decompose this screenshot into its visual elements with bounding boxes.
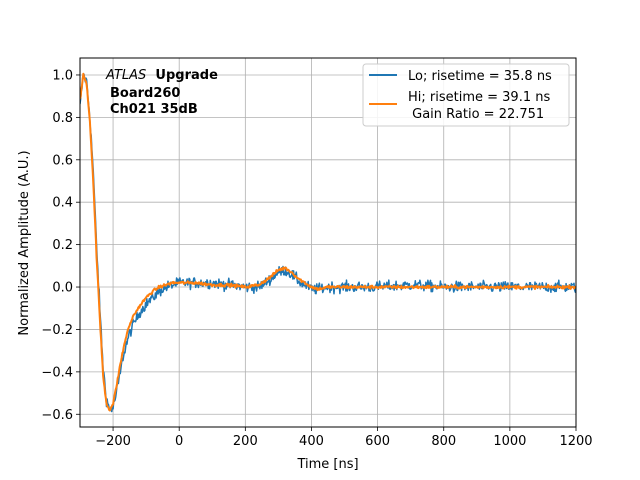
x-tick-label: 0: [175, 434, 183, 449]
y-tick-label: 0.4: [52, 196, 73, 211]
x-tick-label: 400: [299, 434, 324, 449]
ticks: −200 0 200 400 600 800 1000 1200 −0.6 −0.4 −0.2 0.0…: [41, 68, 592, 449]
annotation-bold: Upgrade: [155, 68, 218, 83]
y-tick-label: −0.6: [41, 408, 73, 423]
y-tick-label: −0.4: [41, 365, 73, 380]
y-tick-label: −0.2: [41, 323, 73, 338]
annotation-channel: Ch021 35dB: [110, 102, 198, 117]
x-tick-label: 1200: [559, 434, 592, 449]
annotation-board: Board260: [110, 86, 180, 101]
annotation: ATLAS Upgrade Board260 Ch021 35dB: [105, 68, 218, 117]
y-tick-label: 1.0: [52, 68, 73, 83]
y-tick-label: 0.8: [52, 111, 73, 126]
y-axis-label: Normalized Amplitude (A.U.): [17, 150, 32, 335]
y-tick-label: 0.2: [52, 238, 73, 253]
x-axis-label: Time [ns]: [296, 457, 358, 472]
series-layer: [80, 72, 576, 413]
legend-frame: [362, 63, 570, 127]
plot-frame: [79, 57, 577, 428]
x-tick-label: 200: [233, 434, 258, 449]
x-tick-label: 600: [365, 434, 390, 449]
x-tick-label: −200: [95, 434, 131, 449]
annotation-italic: ATLAS: [105, 68, 146, 83]
x-tick-label: 800: [431, 434, 456, 449]
legend-label-hi: Hi; risetime = 39.1 ns Gain Ratio = 22.7…: [408, 90, 550, 122]
x-tick-label: 1000: [493, 434, 526, 449]
legend-label-lo: Lo; risetime = 35.8 ns: [408, 69, 552, 84]
series-line-hi: [80, 72, 576, 412]
legend: Lo; risetime = 35.8 ns Hi; risetime = 39…: [362, 63, 570, 127]
y-tick-label: 0.0: [52, 281, 73, 296]
y-tick-label: 0.6: [52, 153, 73, 168]
svg-text:ATLAS Upgrade: ATLAS Upgrade: [105, 68, 218, 83]
